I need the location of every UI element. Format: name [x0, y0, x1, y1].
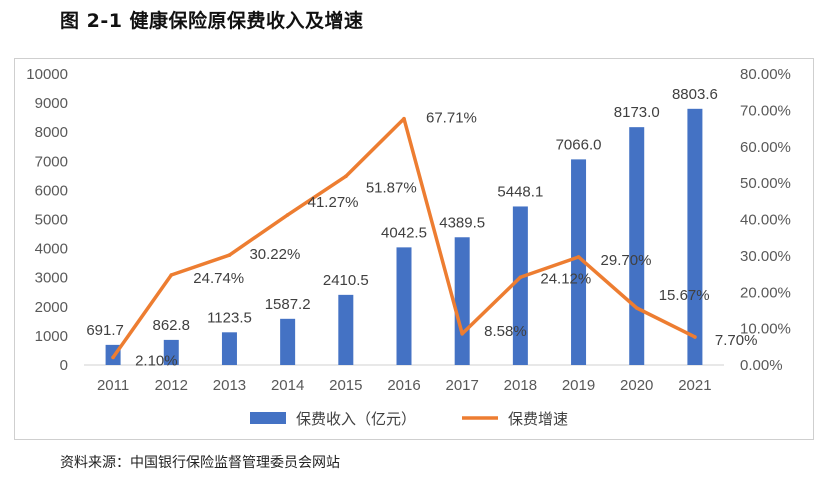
- growth-point: [634, 306, 639, 310]
- x-tick-label: 2021: [678, 377, 711, 394]
- bar-data-label: 4042.5: [381, 224, 427, 241]
- y-left-tick-label: 5000: [35, 212, 68, 229]
- line-data-label: 7.70%: [715, 332, 758, 349]
- y-right-tick-label: 60.00%: [740, 139, 791, 156]
- y-right-tick-label: 10.00%: [740, 321, 791, 338]
- bar-data-label: 8803.6: [672, 86, 718, 103]
- y-left-tick-label: 9000: [35, 95, 68, 112]
- x-tick-label: 2019: [562, 377, 595, 394]
- bar: [571, 159, 587, 365]
- bar-data-label: 7066.0: [556, 136, 602, 153]
- y-right-tick-label: 50.00%: [740, 175, 791, 192]
- line-data-label: 30.22%: [249, 246, 300, 263]
- x-tick-label: 2013: [213, 377, 246, 394]
- y-left-tick-label: 6000: [35, 182, 68, 199]
- bar: [280, 318, 296, 365]
- growth-point: [111, 355, 115, 360]
- y-right-tick-label: 80.00%: [740, 66, 791, 83]
- y-left-tick-label: 0: [60, 357, 68, 374]
- y-left-tick-label: 3000: [35, 270, 68, 287]
- x-tick-label: 2012: [155, 377, 188, 394]
- growth-point: [576, 255, 581, 259]
- bar: [454, 237, 470, 365]
- growth-point: [402, 116, 406, 121]
- x-tick-label: 2020: [620, 377, 653, 394]
- growth-point: [344, 174, 348, 179]
- bar-data-label: 5448.1: [497, 183, 543, 200]
- bar-data-label: 8173.0: [614, 104, 660, 121]
- bar-data-label: 4389.5: [439, 214, 485, 231]
- line-data-label: 41.27%: [308, 194, 359, 211]
- growth-point: [460, 331, 464, 336]
- line-data-label: 24.12%: [540, 270, 591, 287]
- x-tick-label: 2015: [329, 377, 362, 394]
- x-tick-label: 2011: [97, 377, 129, 394]
- bar-data-label: 1587.2: [265, 296, 311, 313]
- line-data-label: 2.10%: [135, 352, 178, 369]
- y-right-tick-label: 70.00%: [740, 102, 791, 119]
- bar: [512, 206, 528, 365]
- x-tick-label: 2016: [387, 377, 420, 394]
- y-left-tick-label: 1000: [35, 328, 68, 345]
- line-data-label: 15.67%: [659, 287, 710, 304]
- chart-title: 图 2-1 健康保险原保费收入及增速: [60, 10, 364, 32]
- bar: [338, 294, 354, 365]
- growth-point: [693, 335, 697, 339]
- growth-point: [285, 213, 290, 217]
- bar: [687, 108, 703, 365]
- line-data-label: 67.71%: [426, 110, 477, 127]
- growth-point: [169, 273, 174, 277]
- line-data-label: 51.87%: [366, 179, 417, 196]
- y-left-tick-label: 7000: [35, 153, 68, 170]
- growth-point: [518, 275, 523, 280]
- y-left-tick-label: 8000: [35, 124, 68, 141]
- bar-data-label: 862.8: [152, 317, 190, 334]
- bar: [396, 247, 412, 365]
- legend-label-line: 保费增速: [508, 411, 568, 428]
- x-tick-label: 2018: [504, 377, 537, 394]
- bar-data-label: 691.7: [86, 322, 124, 339]
- source-note: 资料来源：中国银行保险监督管理委员会网站: [60, 455, 340, 471]
- y-right-tick-label: 0.00%: [740, 357, 783, 374]
- legend-swatch-bar: [250, 412, 286, 424]
- bar: [221, 332, 237, 365]
- growth-point: [227, 253, 232, 257]
- y-right-tick-label: 40.00%: [740, 212, 791, 229]
- y-left-tick-label: 4000: [35, 241, 68, 258]
- bar-data-label: 1123.5: [207, 309, 252, 326]
- bar-data-label: 2410.5: [323, 272, 369, 289]
- y-right-tick-label: 20.00%: [740, 284, 791, 301]
- legend-label-bar: 保费收入（亿元）: [296, 411, 416, 428]
- y-left-tick-label: 2000: [35, 299, 68, 316]
- line-data-label: 8.58%: [484, 323, 527, 340]
- chart-frame: [14, 58, 814, 440]
- line-data-label: 29.70%: [601, 252, 652, 269]
- x-tick-label: 2014: [271, 377, 304, 394]
- y-right-tick-label: 30.00%: [740, 248, 791, 265]
- y-left-tick-label: 10000: [26, 66, 68, 83]
- bar: [163, 339, 179, 365]
- x-tick-label: 2017: [445, 377, 478, 394]
- bar: [629, 127, 645, 365]
- line-data-label: 24.74%: [193, 270, 244, 287]
